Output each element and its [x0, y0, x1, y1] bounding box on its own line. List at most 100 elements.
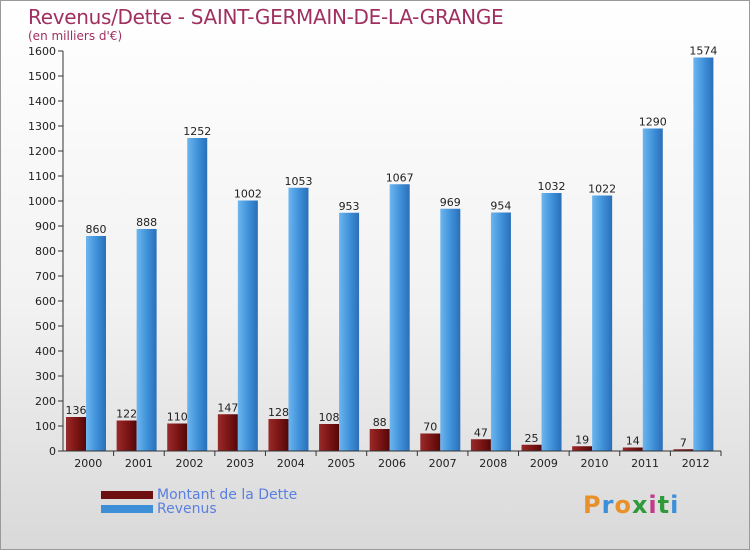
y-tick-label: 700 — [35, 270, 56, 283]
bar-revenus — [339, 212, 360, 451]
data-label-revenus: 1067 — [386, 171, 414, 184]
data-label-revenus: 1290 — [639, 116, 667, 129]
x-tick-label: 2006 — [378, 457, 406, 470]
x-tick-label: 2012 — [682, 457, 710, 470]
y-tick-label: 1200 — [28, 145, 56, 158]
x-tick-label: 2002 — [176, 457, 204, 470]
x-tick-label: 2011 — [631, 457, 659, 470]
y-tick-label: 200 — [35, 395, 56, 408]
bar-dette — [420, 433, 441, 451]
data-label-revenus: 860 — [86, 223, 107, 236]
y-tick-label: 1100 — [28, 170, 56, 183]
bar-dette — [622, 447, 643, 451]
logo-letter: x — [631, 491, 649, 519]
y-tick-label: 1000 — [28, 195, 56, 208]
y-tick-label: 300 — [35, 370, 56, 383]
bars: 1368601228881101252147100212810531089538… — [66, 45, 717, 451]
y-tick-label: 500 — [35, 320, 56, 333]
bar-revenus — [592, 195, 613, 451]
legend-label-revenus: Revenus — [157, 501, 217, 517]
data-label-dette: 108 — [319, 411, 340, 424]
data-label-dette: 147 — [217, 401, 238, 414]
bar-dette — [572, 446, 593, 451]
x-tick-label: 2009 — [530, 457, 558, 470]
data-label-revenus: 953 — [339, 200, 360, 213]
data-label-revenus: 1022 — [588, 183, 616, 196]
data-label-dette: 19 — [575, 433, 589, 446]
data-label-dette: 14 — [626, 435, 640, 448]
logo-letter: P — [583, 491, 602, 519]
bar-dette — [167, 423, 188, 451]
x-tick-label: 2007 — [429, 457, 457, 470]
y-tick-label: 400 — [35, 345, 56, 358]
data-label-dette: 25 — [525, 432, 539, 445]
bar-revenus — [187, 138, 208, 451]
data-label-revenus: 1252 — [183, 125, 211, 138]
logo-letter: r — [601, 491, 615, 519]
data-label-dette: 70 — [423, 421, 437, 434]
data-label-dette: 110 — [167, 411, 188, 424]
y-tick-label: 1300 — [28, 120, 56, 133]
x-axis: 2000 2001 2002 2003 2004 2005 2006 2007 2008 2009… — [63, 450, 722, 470]
y-tick-label: 1500 — [28, 70, 56, 83]
x-tick-label: 2005 — [327, 457, 355, 470]
x-tick-label: 2001 — [125, 457, 153, 470]
y-axis: 0 100 200 300 400 500 600 700 800 900 1000 1100 1200… — [28, 45, 64, 458]
chart-title: Revenus/Dette - SAINT-GERMAIN-DE-LA-GRAN… — [28, 5, 504, 29]
y-tick-label: 0 — [49, 445, 56, 458]
data-label-revenus: 1032 — [538, 180, 566, 193]
data-label-revenus: 888 — [136, 216, 157, 229]
data-label-dette: 136 — [66, 404, 87, 417]
data-label-dette: 7 — [680, 436, 687, 449]
logo-letter: t — [657, 491, 671, 519]
bar-dette — [217, 414, 238, 451]
data-label-dette: 47 — [474, 426, 488, 439]
bar-revenus — [693, 57, 714, 451]
legend-swatch-dette — [101, 491, 153, 499]
legend-label-dette: Montant de la Dette — [157, 487, 298, 503]
bar-revenus — [541, 193, 562, 451]
y-tick-label: 1600 — [28, 45, 56, 58]
bar-revenus — [288, 187, 309, 451]
bar-dette — [521, 444, 542, 451]
data-label-revenus: 1053 — [284, 175, 312, 188]
legend-swatch-revenus — [101, 505, 153, 513]
chart-subtitle: (en milliers d'€) — [28, 29, 123, 43]
data-label-revenus: 969 — [440, 196, 461, 209]
x-tick-label: 2004 — [277, 457, 305, 470]
data-label-revenus: 1574 — [689, 45, 717, 58]
data-label-revenus: 954 — [490, 200, 511, 213]
bar-revenus — [440, 208, 461, 451]
y-tick-label: 800 — [35, 245, 56, 258]
bar-revenus — [389, 184, 410, 451]
y-tick-label: 100 — [35, 420, 56, 433]
bar-dette — [116, 420, 137, 451]
logo-letter: i — [648, 491, 658, 519]
data-label-dette: 128 — [268, 406, 289, 419]
bar-revenus — [237, 200, 258, 451]
bar-revenus — [490, 212, 511, 451]
y-tick-label: 1400 — [28, 95, 56, 108]
bar-dette — [470, 439, 491, 451]
bar-dette — [369, 429, 390, 451]
data-label-dette: 122 — [116, 408, 137, 421]
bar-dette — [673, 449, 694, 451]
bar-revenus — [642, 128, 663, 451]
bar-revenus — [136, 229, 157, 451]
logo-letter: o — [614, 491, 632, 519]
bar-dette — [66, 417, 86, 451]
data-label-dette: 88 — [373, 416, 387, 429]
data-label-revenus: 1002 — [234, 188, 262, 201]
x-tick-label: 2003 — [226, 457, 254, 470]
bar-dette — [268, 419, 289, 451]
bar-dette — [319, 424, 340, 451]
x-tick-label: 2008 — [479, 457, 507, 470]
logo-letter: i — [670, 491, 680, 519]
bar-revenus — [86, 236, 106, 451]
proxiti-logo: Proxiti — [583, 491, 679, 519]
y-tick-label: 900 — [35, 220, 56, 233]
x-tick-label: 2000 — [74, 457, 102, 470]
x-tick-label: 2010 — [580, 457, 608, 470]
